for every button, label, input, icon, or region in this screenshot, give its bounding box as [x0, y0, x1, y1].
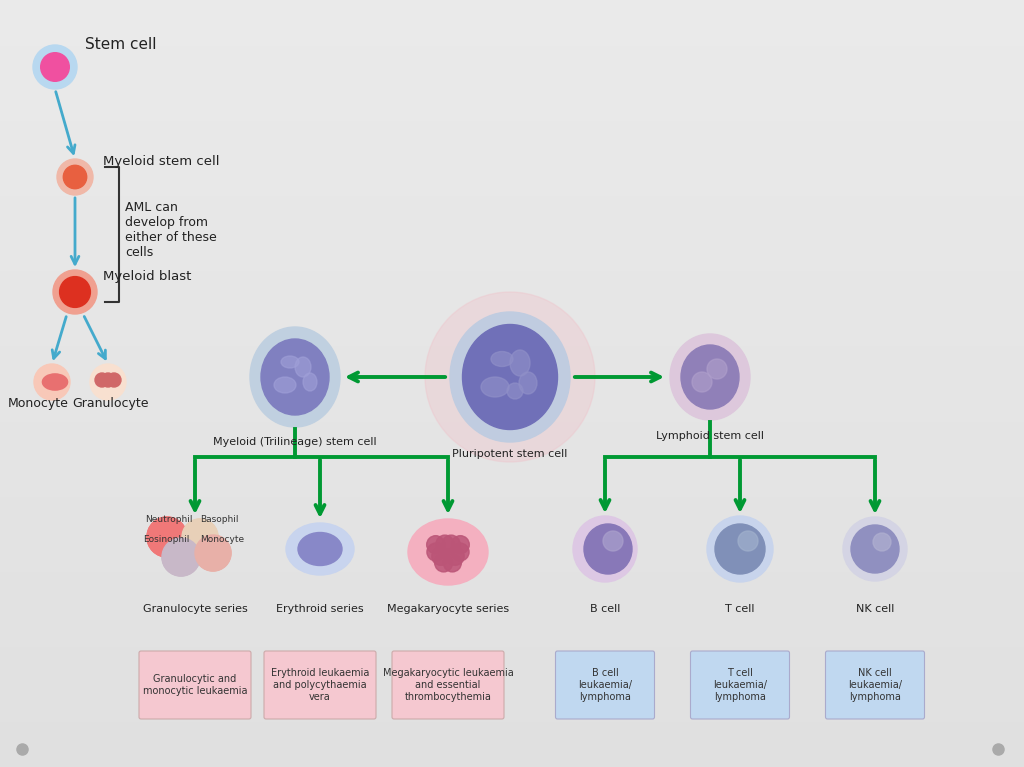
Ellipse shape	[408, 519, 488, 585]
Circle shape	[95, 373, 109, 387]
Text: Megakaryocytic leukaemia
and essential
thrombocythemia: Megakaryocytic leukaemia and essential t…	[383, 668, 513, 702]
Text: Pluripotent stem cell: Pluripotent stem cell	[453, 449, 567, 459]
Text: Stem cell: Stem cell	[85, 37, 157, 52]
Circle shape	[603, 531, 623, 551]
Ellipse shape	[507, 383, 523, 399]
Text: B cell: B cell	[590, 604, 621, 614]
Ellipse shape	[450, 312, 570, 442]
FancyBboxPatch shape	[264, 651, 376, 719]
Ellipse shape	[715, 524, 765, 574]
Circle shape	[33, 45, 77, 89]
Text: Basophil: Basophil	[200, 515, 239, 524]
Ellipse shape	[519, 372, 537, 394]
Circle shape	[57, 159, 93, 195]
Circle shape	[434, 554, 453, 572]
Circle shape	[147, 517, 187, 557]
FancyBboxPatch shape	[825, 651, 925, 719]
Circle shape	[436, 535, 454, 553]
Circle shape	[452, 543, 469, 561]
Ellipse shape	[261, 339, 329, 415]
Text: Eosinophil: Eosinophil	[143, 535, 189, 544]
Ellipse shape	[510, 350, 530, 376]
Text: Neutrophil: Neutrophil	[145, 515, 193, 524]
Circle shape	[101, 373, 115, 387]
Ellipse shape	[281, 356, 299, 368]
Text: NK cell
leukaemia/
lymphoma: NK cell leukaemia/ lymphoma	[848, 668, 902, 702]
Text: B cell
leukaemia/
lymphoma: B cell leukaemia/ lymphoma	[578, 668, 632, 702]
Ellipse shape	[670, 334, 750, 420]
Ellipse shape	[481, 377, 509, 397]
Circle shape	[738, 531, 758, 551]
Ellipse shape	[274, 377, 296, 393]
Text: T cell
leukaemia/
lymphoma: T cell leukaemia/ lymphoma	[713, 668, 767, 702]
Circle shape	[182, 519, 218, 555]
Text: Myeloid blast: Myeloid blast	[103, 270, 191, 283]
Ellipse shape	[298, 532, 342, 565]
Ellipse shape	[573, 516, 637, 582]
Text: Monocyte: Monocyte	[8, 397, 69, 410]
Text: NK cell: NK cell	[856, 604, 894, 614]
Ellipse shape	[250, 327, 340, 427]
FancyBboxPatch shape	[392, 651, 504, 719]
Text: AML can
develop from
either of these
cells: AML can develop from either of these cel…	[125, 201, 217, 259]
Ellipse shape	[42, 374, 68, 390]
Circle shape	[443, 554, 462, 572]
Circle shape	[34, 364, 70, 400]
Circle shape	[873, 533, 891, 551]
Circle shape	[182, 519, 218, 555]
Text: Myeloid stem cell: Myeloid stem cell	[103, 155, 219, 168]
Circle shape	[427, 543, 444, 561]
Circle shape	[53, 270, 97, 314]
FancyBboxPatch shape	[690, 651, 790, 719]
Ellipse shape	[707, 516, 773, 582]
Circle shape	[63, 166, 87, 189]
Text: Myeloid (Trilineage) stem cell: Myeloid (Trilineage) stem cell	[213, 437, 377, 447]
Ellipse shape	[295, 357, 311, 377]
Text: Granulocytic and
monocytic leukaemia: Granulocytic and monocytic leukaemia	[142, 674, 247, 696]
Text: T cell: T cell	[725, 604, 755, 614]
Circle shape	[195, 535, 231, 571]
Text: Monocyte: Monocyte	[200, 535, 244, 544]
Circle shape	[59, 277, 90, 308]
Text: Erythroid leukaemia
and polycythaemia
vera: Erythroid leukaemia and polycythaemia ve…	[270, 668, 370, 702]
Ellipse shape	[584, 524, 632, 574]
Circle shape	[90, 364, 126, 400]
Circle shape	[162, 538, 200, 576]
Circle shape	[162, 538, 200, 576]
Ellipse shape	[843, 517, 907, 581]
Text: Granulocyte series: Granulocyte series	[142, 604, 248, 614]
Circle shape	[442, 535, 460, 553]
Circle shape	[425, 292, 595, 462]
Text: Granulocyte: Granulocyte	[72, 397, 148, 410]
FancyBboxPatch shape	[139, 651, 251, 719]
Ellipse shape	[303, 373, 317, 391]
Circle shape	[452, 535, 469, 554]
Ellipse shape	[851, 525, 899, 573]
Text: Erythroid series: Erythroid series	[276, 604, 364, 614]
Circle shape	[707, 359, 727, 379]
Ellipse shape	[490, 351, 513, 367]
Text: Megakaryocyte series: Megakaryocyte series	[387, 604, 509, 614]
FancyBboxPatch shape	[555, 651, 654, 719]
Circle shape	[41, 53, 70, 81]
Ellipse shape	[286, 523, 354, 575]
Circle shape	[106, 373, 121, 387]
Ellipse shape	[463, 324, 557, 430]
Circle shape	[195, 535, 231, 571]
Circle shape	[692, 372, 712, 392]
Text: Lymphoid stem cell: Lymphoid stem cell	[656, 431, 764, 441]
Circle shape	[446, 548, 464, 565]
Circle shape	[147, 517, 187, 557]
Circle shape	[432, 548, 450, 565]
Circle shape	[427, 535, 444, 554]
Ellipse shape	[681, 345, 739, 409]
